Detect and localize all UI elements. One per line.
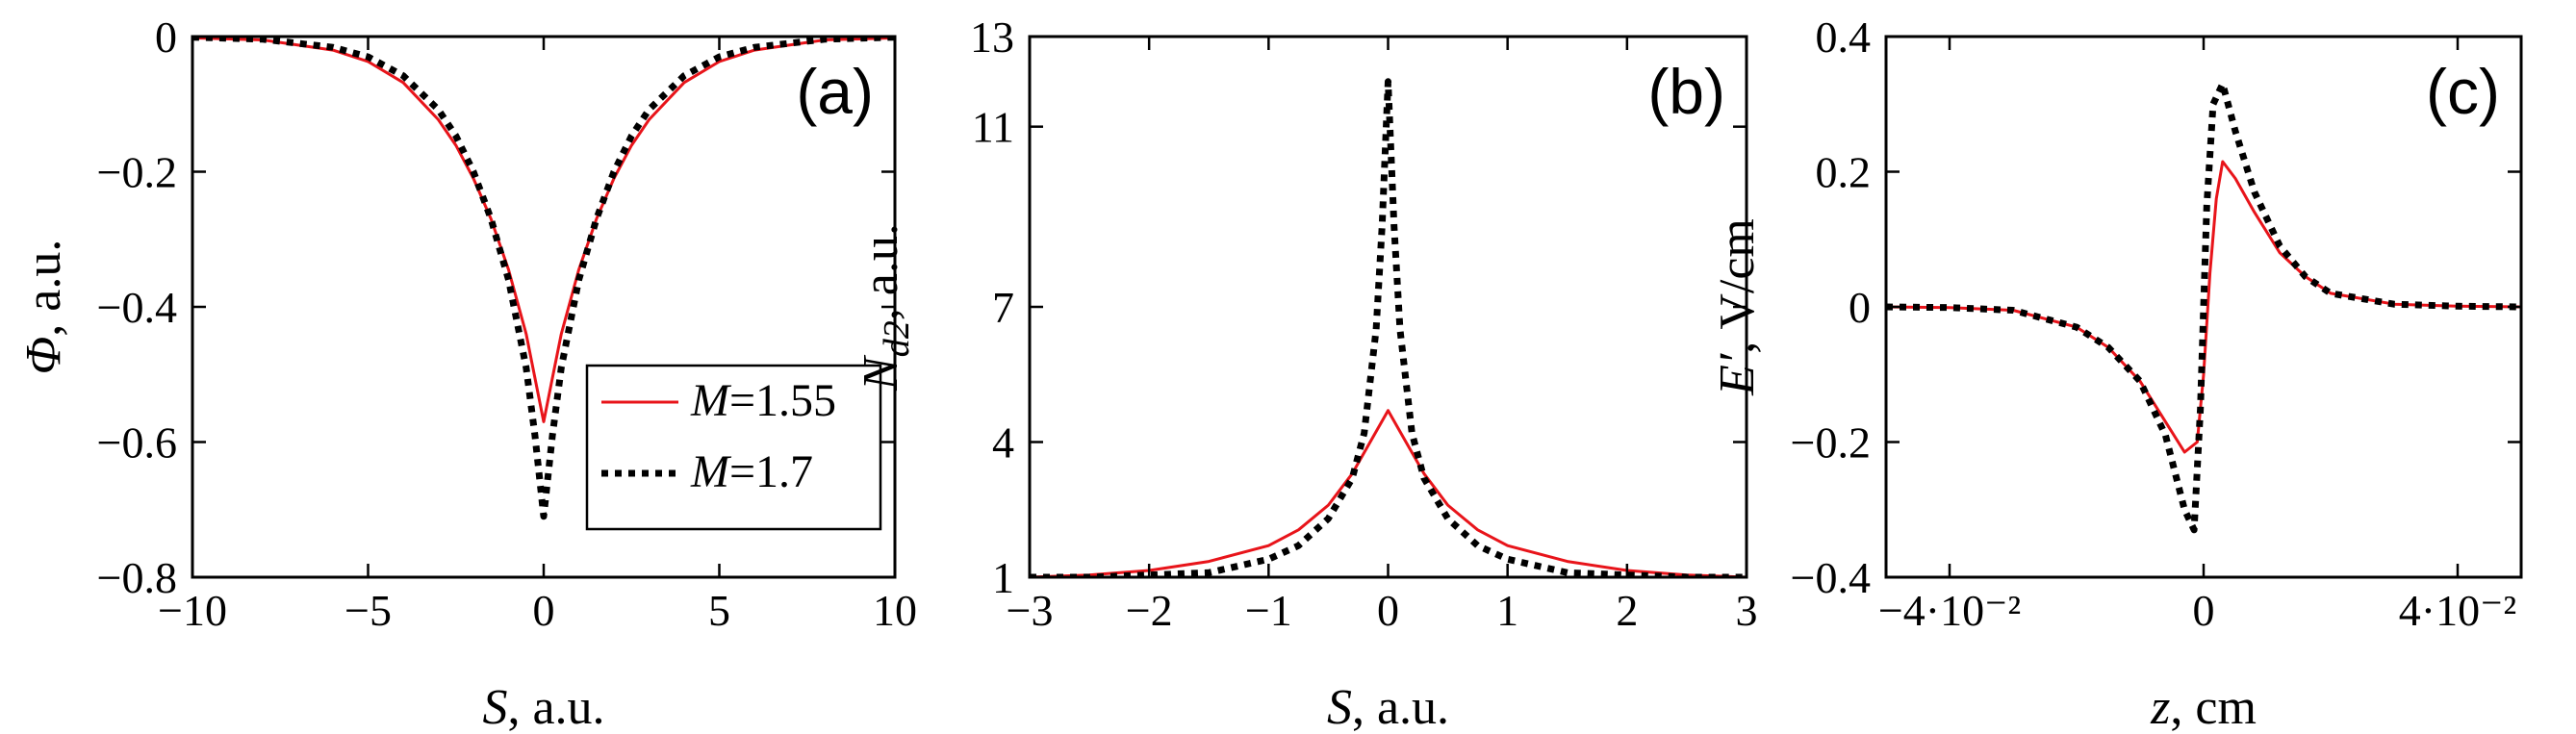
y-axis-label-var: N <box>854 354 908 392</box>
x-tick-label: −3 <box>1007 586 1054 635</box>
x-tick-label: 3 <box>1736 586 1758 635</box>
panel-label: (b) <box>1647 56 1725 127</box>
x-axis-label-unit: , a.u. <box>1352 680 1449 734</box>
legend-entry-value: =1.7 <box>729 446 813 497</box>
x-axis-label: S, a.u. <box>482 680 604 734</box>
y-tick-label: 0.2 <box>1816 148 1872 197</box>
chart-panel-c: −4·10⁻² 0 4·10⁻² 0.4 0.2 0 −0.2 −0.4 (c) z, cm E′,… <box>1710 13 2523 734</box>
y-tick-label: −0.2 <box>97 148 177 197</box>
y-tick-label: −0.4 <box>97 283 177 332</box>
y-axis-label: Nd2, a.u. <box>854 223 917 392</box>
y-tick-label: 7 <box>992 283 1014 332</box>
x-tick-label: 5 <box>708 586 730 635</box>
y-tick-label: 1 <box>992 553 1014 602</box>
chart-panel-a: −10 −5 0 5 100−0.2−0.4−0.6−0.8(a)S, a.u.Φ, a… <box>16 13 917 734</box>
x-tick-label: 1 <box>1496 586 1518 635</box>
legend-entry-value: =1.55 <box>729 375 836 426</box>
x-tick-label: −1 <box>1245 586 1292 635</box>
x-axis-label-unit: , cm <box>2170 680 2257 734</box>
y-tick-label: −0.6 <box>97 418 177 468</box>
series-line-m155 <box>1030 409 1747 577</box>
y-tick-label: 0.4 <box>1816 13 1872 62</box>
y-axis-label: Φ, a.u. <box>16 240 71 375</box>
y-axis-label: E′, V/cm <box>1710 218 1765 396</box>
series-line-m17 <box>1030 78 1747 577</box>
x-tick-label: −10 <box>158 586 227 635</box>
y-tick-label: 4 <box>992 418 1014 468</box>
series-line-m17 <box>1886 80 2521 534</box>
x-tick-label: 0 <box>2193 586 2215 635</box>
x-tick-label: −5 <box>344 586 392 635</box>
x-axis-label-var: S <box>482 680 507 734</box>
y-tick-label: −0.8 <box>97 553 177 602</box>
y-tick-label: 0 <box>155 13 177 62</box>
x-axis-label: S, a.u. <box>1327 680 1449 734</box>
y-tick-label: −0.4 <box>1791 553 1871 602</box>
x-tick-label: 0 <box>533 586 555 635</box>
y-tick-label: 11 <box>972 103 1014 152</box>
y-axis-label-unit: , a.u. <box>16 240 71 337</box>
y-tick-label: 13 <box>970 13 1014 62</box>
series-line-m155 <box>192 37 895 423</box>
x-axis-label-var: S <box>1327 680 1352 734</box>
y-axis-label-sub: d2 <box>877 320 917 357</box>
panel-label: (c) <box>2426 56 2500 127</box>
y-axis-label-var: E′ <box>1710 352 1765 396</box>
x-tick-label: −4·10⁻² <box>1878 586 2021 635</box>
x-tick-label: 2 <box>1616 586 1638 635</box>
x-axis-label-unit: , a.u. <box>507 680 604 734</box>
y-axis-label-unit: , V/cm <box>1710 218 1765 354</box>
x-axis-label-var: z <box>2150 680 2170 734</box>
series-line-m17 <box>192 37 895 520</box>
x-tick-label: −2 <box>1126 586 1173 635</box>
legend-entry-var: M <box>690 375 732 426</box>
y-axis-label-var: Φ <box>16 337 71 375</box>
panel-label: (a) <box>796 56 874 127</box>
y-tick-label: 0 <box>1849 283 1871 332</box>
x-tick-label: 0 <box>1377 586 1399 635</box>
legend-entry: M=1.7 <box>690 446 813 497</box>
legend-entry: M=1.55 <box>690 375 836 426</box>
y-tick-label: −0.2 <box>1791 418 1871 468</box>
legend-entry-var: M <box>690 446 732 497</box>
x-tick-label: 10 <box>873 586 917 635</box>
legend-box <box>585 364 882 531</box>
x-axis-label: z, cm <box>2150 680 2257 734</box>
x-tick-label: 4·10⁻² <box>2399 586 2516 635</box>
y-axis-label-unit: , a.u. <box>854 223 908 320</box>
